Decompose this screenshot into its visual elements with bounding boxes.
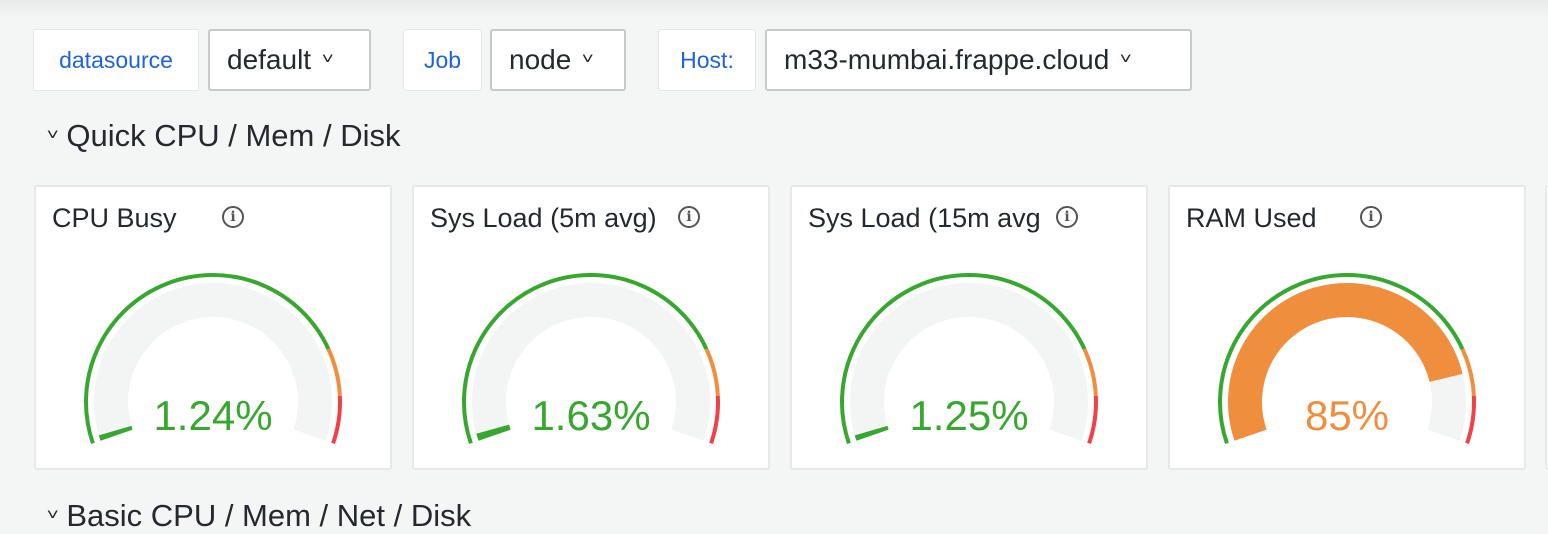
host-label: Host: [658,29,756,91]
gauge-value: 1.63% [531,392,651,439]
job-value: node [509,44,572,75]
gauge-panel: Sys Load (5m avg) i 1.63% [412,185,770,470]
threshold-green [84,273,331,444]
gauge [840,273,1098,444]
info-icon[interactable]: i [1056,206,1078,228]
job-label: Job [403,29,482,91]
info-icon[interactable]: i [1360,206,1382,228]
host-value: m33-mumbai.frappe.cloud [784,44,1110,75]
panel-partial [1545,185,1548,470]
gauge-value-arc [476,424,511,441]
chevron-down-icon: ˅ [321,51,334,68]
threshold-green [462,273,709,444]
panel-title[interactable]: Sys Load (5m avg) [430,203,657,233]
gauge-value: 1.24% [153,392,273,439]
chevron-down-icon: ˅ [581,51,595,68]
gauge-value-arc [1228,283,1463,441]
top-shade [0,0,1548,18]
threshold-green [1218,273,1465,444]
gauge-track [472,283,710,441]
panel-title[interactable]: RAM Used [1186,203,1317,233]
gauge [462,273,720,444]
gauge-value: 1.25% [909,392,1029,439]
threshold-orange [326,348,342,396]
gauge [84,273,342,444]
gauge-value-arc [854,425,889,441]
threshold-red [1465,395,1476,444]
job-select[interactable]: node ˅ [490,29,626,91]
chevron-down-icon: ˅ [1119,51,1133,68]
datasource-value: default [227,44,312,75]
threshold-orange [704,348,720,396]
row-quick-cpu-mem-disk[interactable]: ˅ Quick CPU / Mem / Disk [46,118,401,154]
gauge-track [850,283,1088,441]
panel-title[interactable]: Sys Load (15m avg) [808,203,1040,233]
chevron-down-icon: ˅ [46,127,59,144]
gauge-panel: CPU Busy i 1.24% [34,185,392,470]
datasource-select[interactable]: default ˅ [208,29,371,91]
gauge-value-arc [98,425,133,441]
threshold-red [1087,395,1098,444]
threshold-red [709,395,720,444]
panel-title[interactable]: CPU Busy [52,203,177,233]
threshold-green [840,273,1087,444]
threshold-orange [1460,348,1476,396]
info-icon[interactable]: i [222,206,244,228]
gauge-value: 85% [1304,392,1390,439]
gauge-panel: Sys Load (15m avg) i 1.25% [790,185,1148,470]
chevron-down-icon: ˅ [46,507,59,524]
row-basic-cpu-mem-net-disk[interactable]: ˅ Basic CPU / Mem / Net / Disk [46,498,472,534]
threshold-red [331,395,342,444]
gauge-panel: RAM Used i 85% [1168,185,1526,470]
gauge-track [94,283,332,441]
row-title: Quick CPU / Mem / Disk [66,118,401,153]
info-icon[interactable]: i [678,206,700,228]
row-title: Basic CPU / Mem / Net / Disk [66,498,472,533]
host-select[interactable]: m33-mumbai.frappe.cloud ˅ [765,29,1192,91]
threshold-orange [1082,348,1098,396]
datasource-label: datasource [33,29,199,91]
gauge [1218,273,1476,444]
